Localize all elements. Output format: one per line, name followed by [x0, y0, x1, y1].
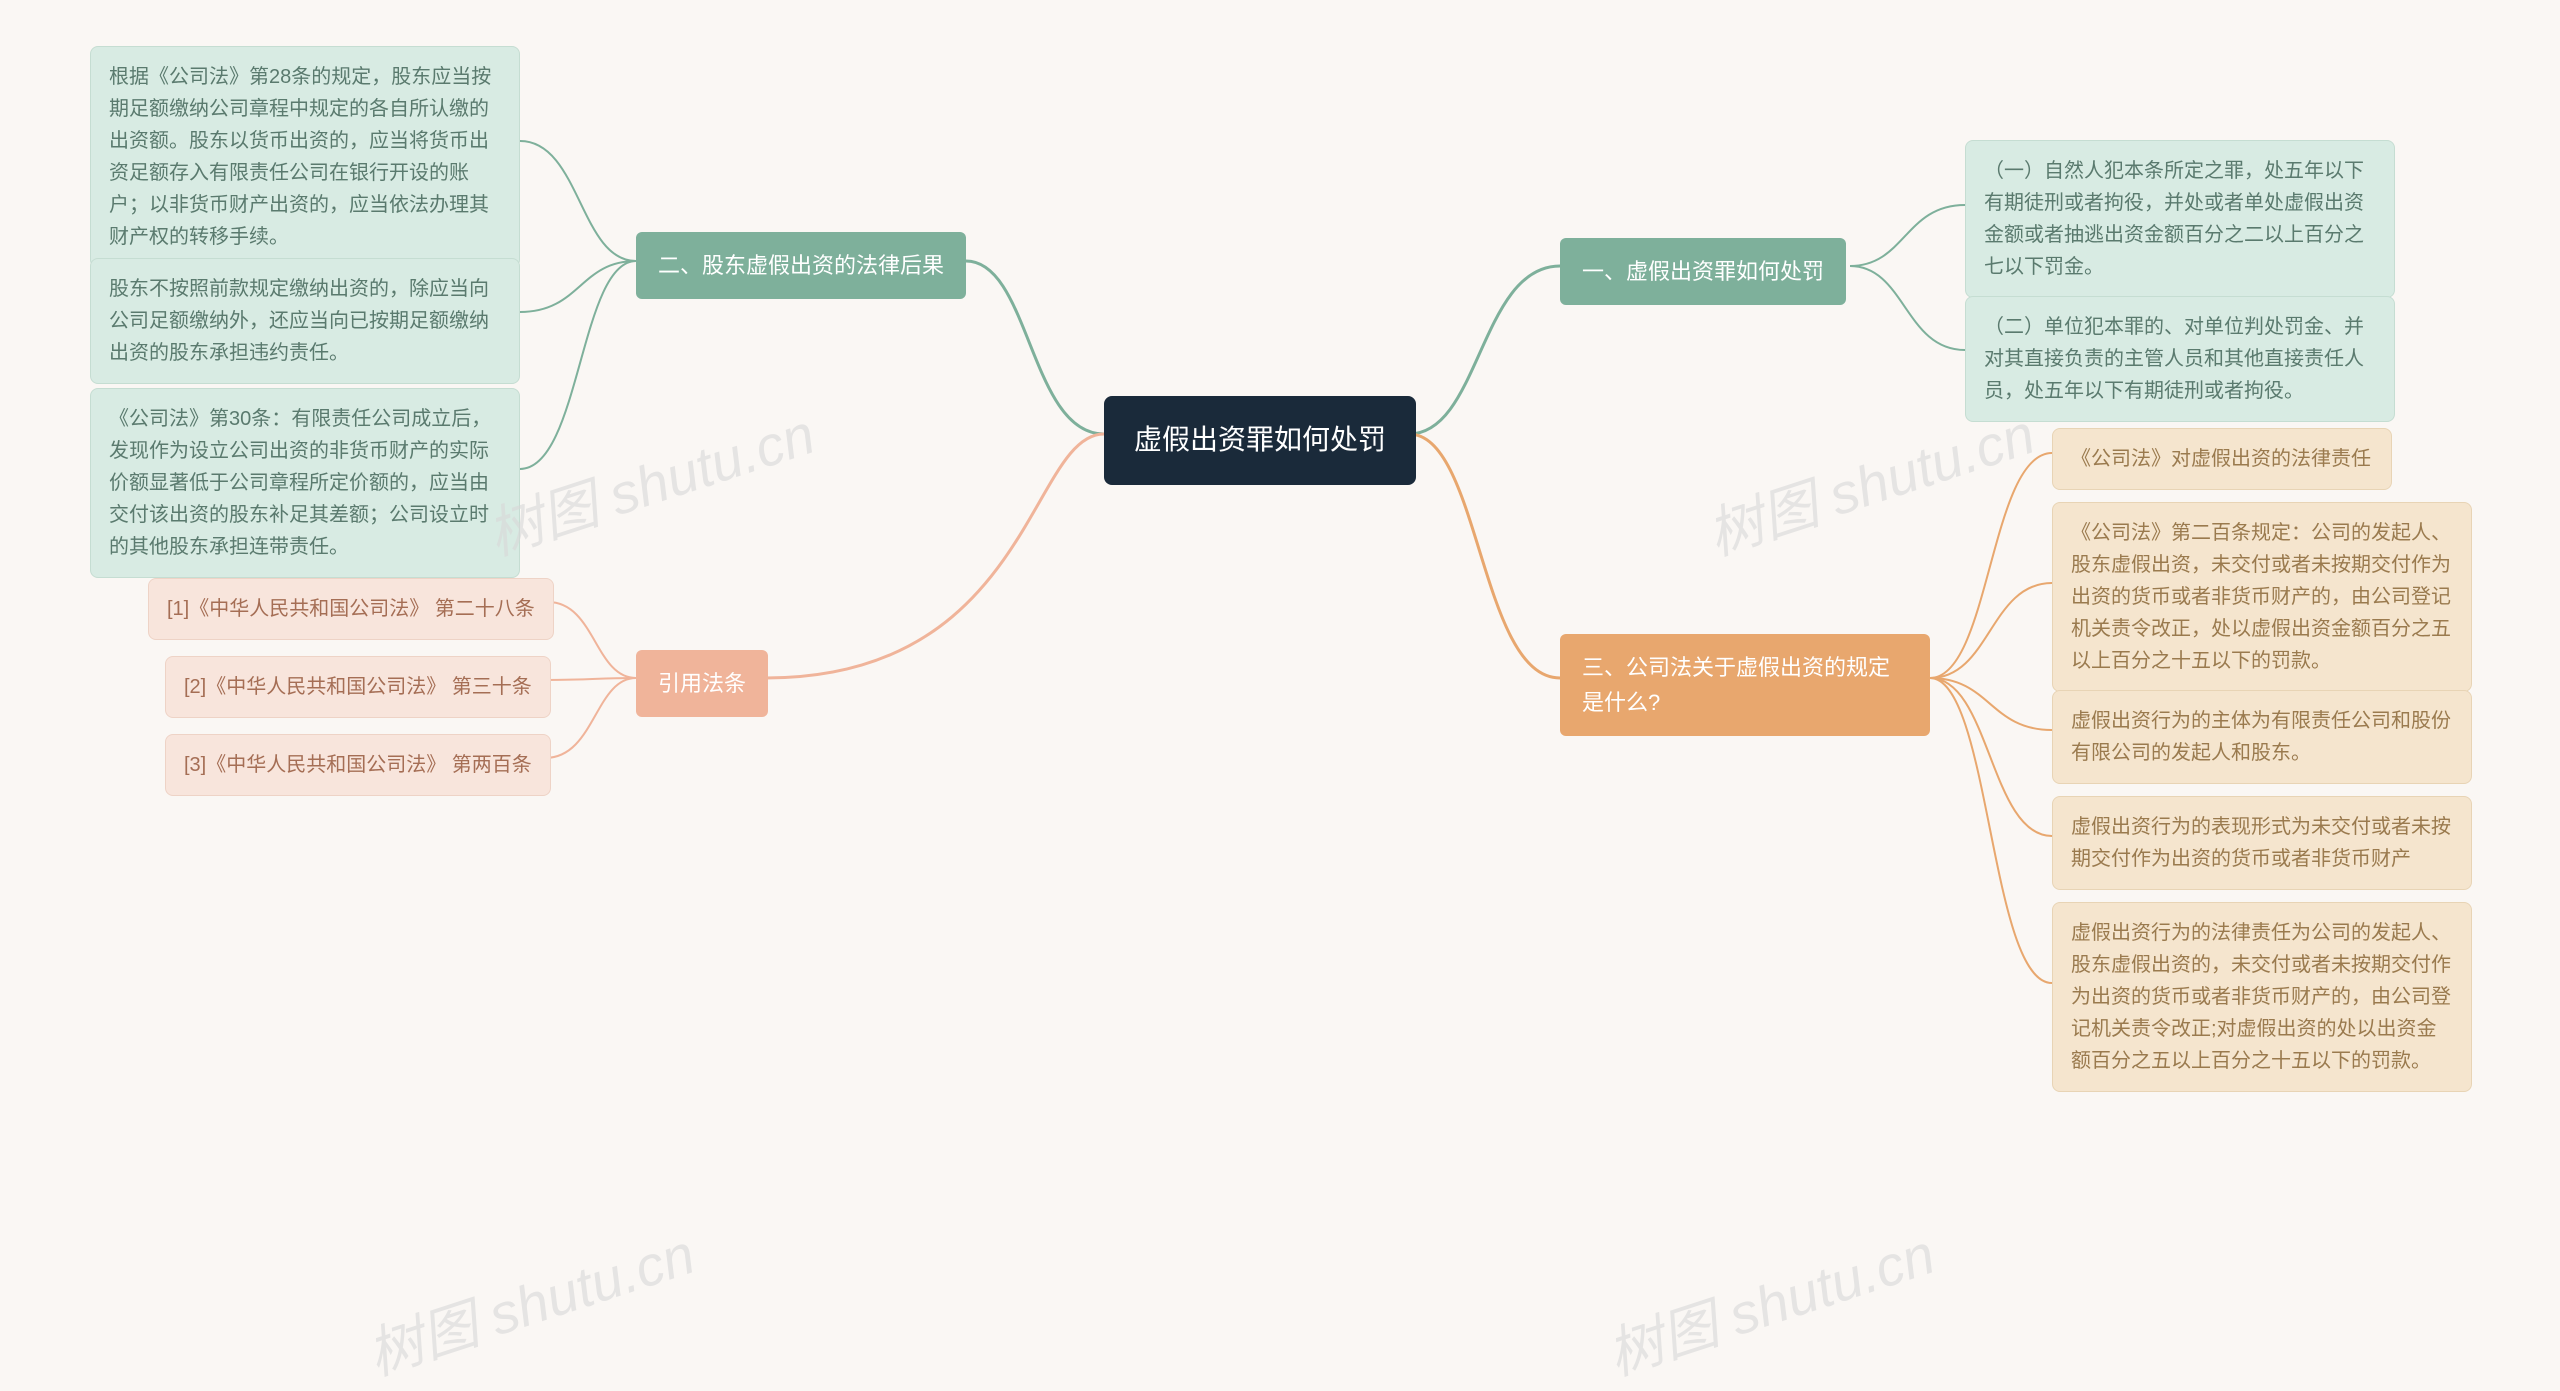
branch-1-leaf-1[interactable]: （二）单位犯本罪的、对单位判处罚金、并对其直接负责的主管人员和其他直接责任人员，… [1965, 296, 2395, 422]
branch-3-leaf-0[interactable]: 《公司法》对虚假出资的法律责任 [2052, 428, 2392, 490]
branch-3-leaf-1[interactable]: 《公司法》第二百条规定：公司的发起人、股东虚假出资，未交付或者未按期交付作为出资… [2052, 502, 2472, 692]
watermark: 树图 shutu.cn [1596, 1210, 1944, 1391]
branch-2-leaf-0[interactable]: 根据《公司法》第28条的规定，股东应当按期足额缴纳公司章程中规定的各自所认缴的出… [90, 46, 520, 268]
branch-4-leaf-0[interactable]: [1]《中华人民共和国公司法》 第二十八条 [148, 578, 554, 640]
branch-3-leaf-2[interactable]: 虚假出资行为的主体为有限责任公司和股份有限公司的发起人和股东。 [2052, 690, 2472, 784]
center-node[interactable]: 虚假出资罪如何处罚 [1104, 396, 1416, 485]
branch-1-leaf-0[interactable]: （一）自然人犯本条所定之罪，处五年以下有期徒刑或者拘役，并处或者单处虚假出资金额… [1965, 140, 2395, 298]
branch-3-leaf-3[interactable]: 虚假出资行为的表现形式为未交付或者未按期交付作为出资的货币或者非货币财产 [2052, 796, 2472, 890]
branch-3[interactable]: 三、公司法关于虚假出资的规定是什么? [1560, 634, 1930, 736]
mindmap-canvas: 虚假出资罪如何处罚 一、虚假出资罪如何处罚 （一）自然人犯本条所定之罪，处五年以… [0, 0, 2560, 1356]
branch-4-leaf-1[interactable]: [2]《中华人民共和国公司法》 第三十条 [165, 656, 551, 718]
branch-2-leaf-2[interactable]: 《公司法》第30条：有限责任公司成立后，发现作为设立公司出资的非货币财产的实际价… [90, 388, 520, 578]
branch-1[interactable]: 一、虚假出资罪如何处罚 [1560, 238, 1846, 305]
watermark: 树图 shutu.cn [476, 390, 824, 572]
watermark: 树图 shutu.cn [356, 1210, 704, 1391]
branch-4-leaf-2[interactable]: [3]《中华人民共和国公司法》 第两百条 [165, 734, 551, 796]
branch-3-leaf-4[interactable]: 虚假出资行为的法律责任为公司的发起人、股东虚假出资的，未交付或者未按期交付作为出… [2052, 902, 2472, 1092]
branch-2-leaf-1[interactable]: 股东不按照前款规定缴纳出资的，除应当向公司足额缴纳外，还应当向已按期足额缴纳出资… [90, 258, 520, 384]
branch-2[interactable]: 二、股东虚假出资的法律后果 [636, 232, 966, 299]
branch-4[interactable]: 引用法条 [636, 650, 768, 717]
